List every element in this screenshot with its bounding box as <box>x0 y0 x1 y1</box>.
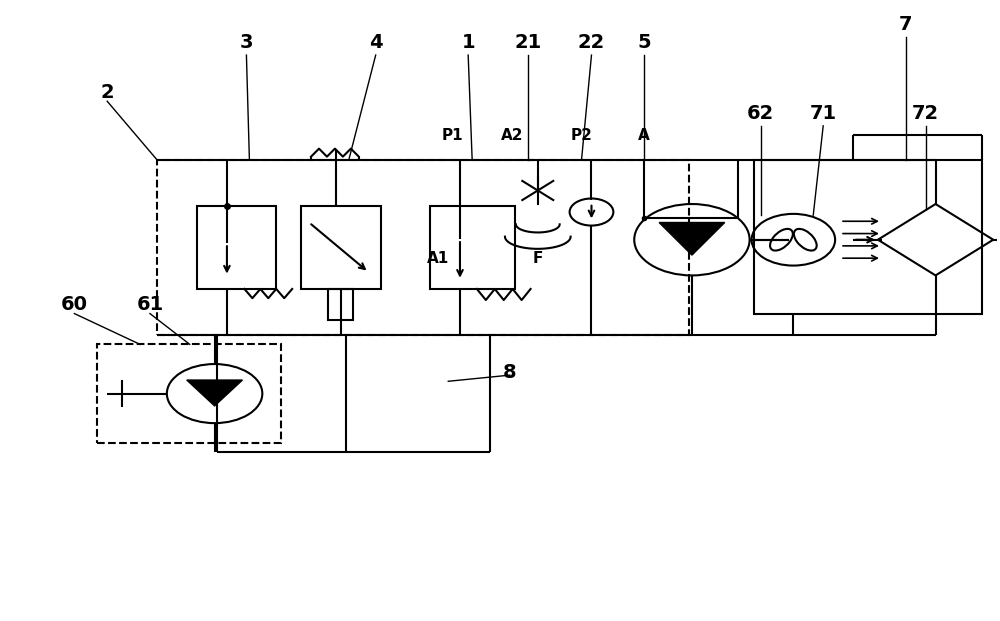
Bar <box>97 345 281 443</box>
Text: 1: 1 <box>461 34 475 52</box>
Bar <box>754 160 982 314</box>
Text: 3: 3 <box>240 34 253 52</box>
Text: F: F <box>533 251 543 266</box>
Text: 72: 72 <box>912 104 939 123</box>
Polygon shape <box>187 380 242 406</box>
Text: A1: A1 <box>427 251 449 266</box>
Text: A2: A2 <box>501 127 523 143</box>
Text: 22: 22 <box>578 34 605 52</box>
Bar <box>328 289 353 320</box>
Bar <box>430 206 515 289</box>
Text: 62: 62 <box>747 104 774 123</box>
Text: 7: 7 <box>899 15 912 34</box>
Text: A: A <box>638 127 650 143</box>
Text: 8: 8 <box>503 363 517 381</box>
Text: 60: 60 <box>61 295 88 314</box>
Bar <box>157 160 689 335</box>
Text: 4: 4 <box>369 34 383 52</box>
Polygon shape <box>659 222 725 255</box>
Text: 21: 21 <box>514 34 541 52</box>
Text: 5: 5 <box>637 34 651 52</box>
Bar <box>301 206 381 289</box>
Bar <box>197 206 276 289</box>
Text: P2: P2 <box>571 127 592 143</box>
Text: 61: 61 <box>136 295 164 314</box>
Text: 71: 71 <box>810 104 837 123</box>
Text: 2: 2 <box>100 83 114 101</box>
Text: P1: P1 <box>441 127 463 143</box>
